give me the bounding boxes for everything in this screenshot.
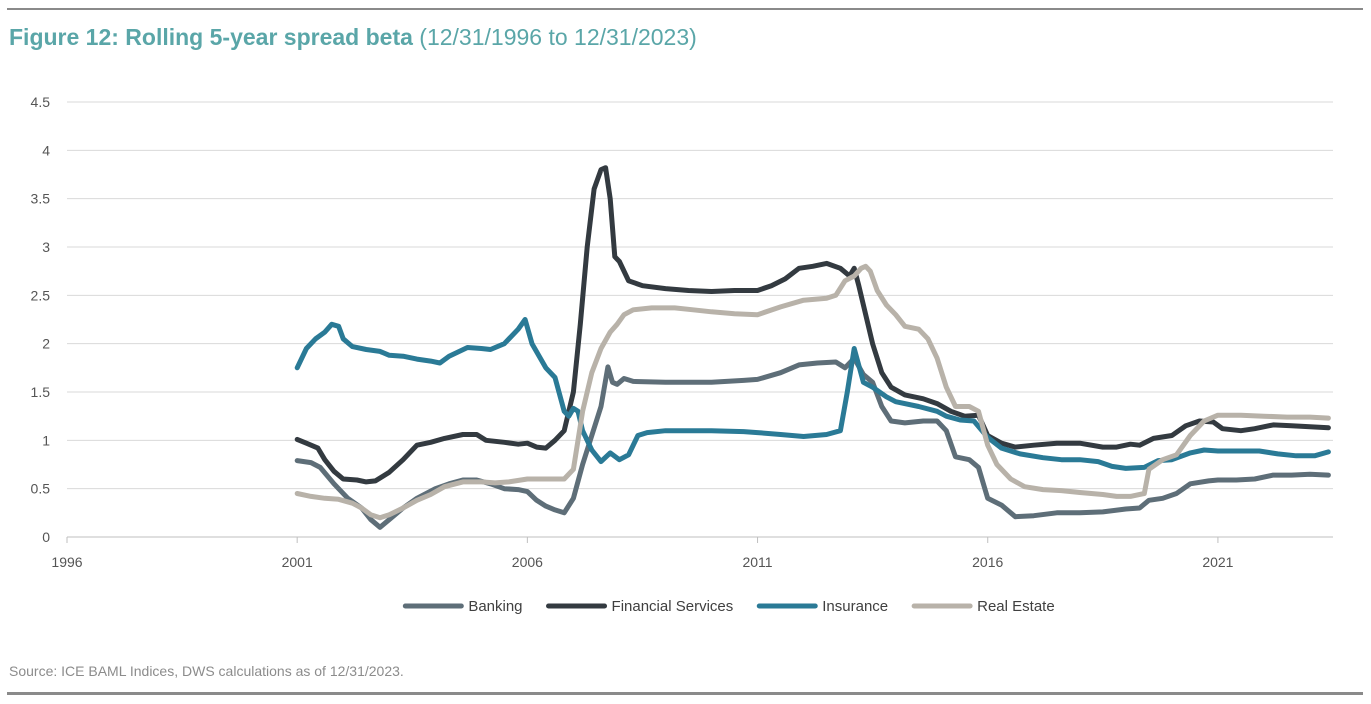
series-line-banking	[294, 355, 1331, 530]
legend-label-real-estate: Real Estate	[977, 598, 1055, 615]
bottom-rule	[7, 692, 1363, 695]
y-tick-label: 0	[42, 529, 50, 545]
chart-subtitle: (12/31/1996 to 12/31/2023)	[419, 24, 697, 50]
chart-title: Figure 12: Rolling 5-year spread beta (1…	[9, 24, 697, 51]
y-tick-label: 1.5	[31, 384, 51, 400]
series-line-insurance	[294, 317, 1331, 471]
y-tick-label: 0.5	[31, 481, 51, 497]
x-tick-label: 2006	[512, 554, 543, 570]
legend: Banking Financial Services Insurance Real E…	[402, 598, 1055, 615]
legend-label-insurance: Insurance	[822, 598, 888, 615]
y-axis-ticks: 0 0.5 1 1.5 2 2.5 3 3.5 4 4.5	[31, 94, 51, 545]
y-tick-label: 4	[42, 142, 50, 158]
x-tick-label: 2001	[282, 554, 313, 570]
y-tick-label: 4.5	[31, 94, 51, 110]
y-tick-label: 2	[42, 336, 50, 352]
x-tick-label: 2011	[742, 554, 772, 570]
x-tick-label: 1996	[51, 554, 82, 570]
legend-label-financial-services: Financial Services	[612, 598, 734, 615]
series-lines	[294, 165, 1331, 530]
x-axis-ticks: 1996 2001 2006 2011 2016 2021	[51, 537, 1234, 570]
chart-title-text: Figure 12: Rolling 5-year spread beta	[9, 24, 413, 50]
x-tick-label: 2016	[972, 554, 1003, 570]
grid-lines	[67, 101, 1333, 538]
y-tick-label: 3	[42, 239, 50, 255]
source-note: Source: ICE BAML Indices, DWS calculatio…	[9, 663, 404, 679]
y-tick-label: 2.5	[31, 287, 51, 303]
series-line-real-estate	[294, 263, 1331, 521]
series-line-financial-services	[294, 165, 1331, 485]
y-tick-label: 3.5	[31, 191, 51, 207]
legend-label-banking: Banking	[468, 598, 522, 615]
x-tick-label: 2021	[1202, 554, 1233, 570]
top-rule	[7, 8, 1363, 10]
y-tick-label: 1	[42, 432, 50, 448]
